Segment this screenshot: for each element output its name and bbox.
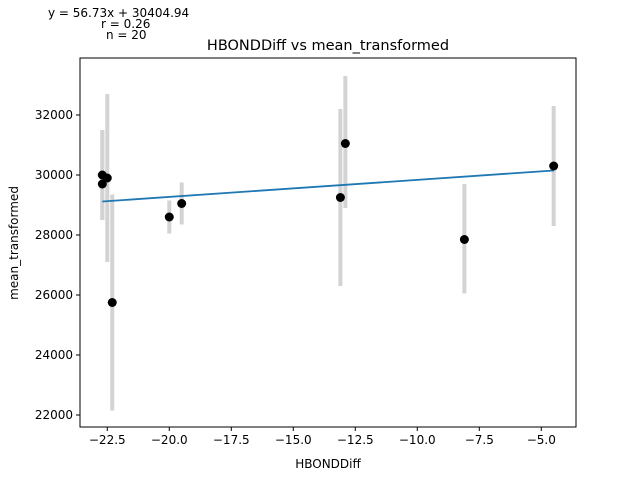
- x-tick-label-1: −20.0: [151, 433, 188, 447]
- x-tick-label-5: −10.0: [399, 433, 436, 447]
- data-point-9: [549, 161, 559, 171]
- data-point-2: [102, 173, 112, 183]
- data-point-6: [335, 193, 345, 202]
- data-point-0: [97, 179, 107, 189]
- x-tick-label-3: −15.0: [275, 433, 312, 447]
- y-tick-label-5: 32000: [35, 108, 73, 122]
- y-tick-label-0: 22000: [35, 408, 73, 422]
- data-point-4: [164, 212, 174, 222]
- correlation-annotation: r = 0.26: [101, 17, 150, 31]
- chart-title: HBONDDiff vs mean_transformed: [207, 38, 449, 54]
- y-tick-label-3: 28000: [35, 228, 73, 242]
- x-tick-label-0: −22.5: [89, 433, 126, 447]
- sample-size-annotation: n = 20: [106, 28, 147, 42]
- points-group: [97, 139, 559, 307]
- y-tick-label-4: 30000: [35, 168, 73, 182]
- errorbar-group: [100, 76, 556, 411]
- data-point-7: [340, 139, 350, 148]
- fit-line-group: [102, 169, 554, 203]
- x-tick-label-2: −17.5: [213, 433, 250, 447]
- y-axis-ticks: 22000 24000 26000 28000 30000 32000: [35, 108, 80, 422]
- data-point-5: [177, 199, 187, 208]
- x-tick-label-6: −7.5: [465, 433, 494, 447]
- y-tick-label-2: 26000: [35, 288, 73, 302]
- x-tick-label-4: −12.5: [337, 433, 374, 447]
- x-axis-ticks: −22.5 −20.0 −17.5 −15.0 −12.5 −10.0 −7.5 −5.0: [89, 427, 556, 447]
- x-tick-label-7: −5.0: [527, 433, 556, 447]
- regression-equation-annotation: y = 56.73x + 30404.94: [48, 6, 189, 20]
- data-point-8: [459, 235, 469, 244]
- data-point-3: [107, 298, 117, 307]
- x-axis-label: HBONDDiff: [295, 457, 361, 471]
- y-axis-label: mean_transformed: [7, 186, 21, 300]
- plot-area-frame: [79, 57, 577, 428]
- y-tick-label-1: 24000: [35, 348, 73, 362]
- regression-line: [102, 169, 554, 203]
